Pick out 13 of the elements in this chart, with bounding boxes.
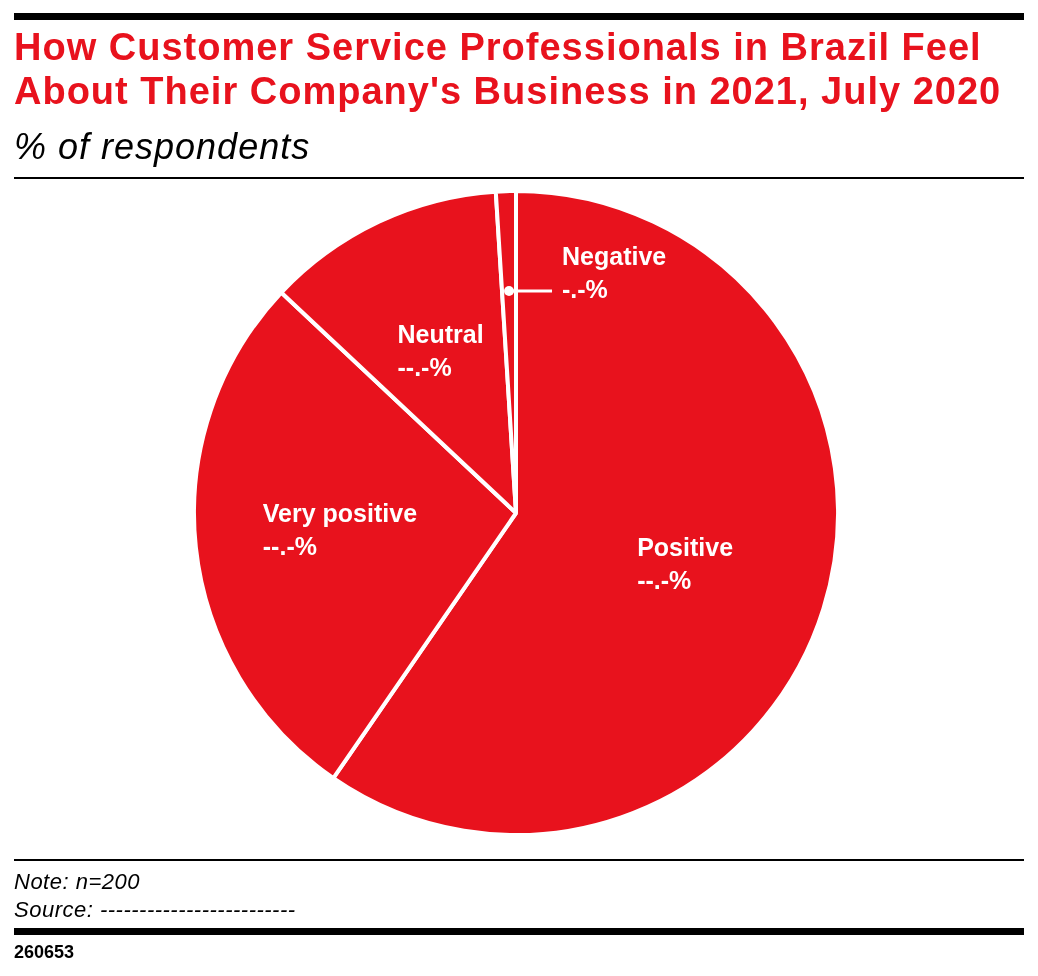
slice-label: Neutral	[397, 320, 484, 349]
slice-label: Negative	[562, 241, 667, 270]
source-note: Source: -------------------------	[14, 896, 296, 924]
text: 260653	[14, 941, 75, 963]
data-label: -.-%	[562, 274, 608, 303]
data-label: --.-%	[397, 353, 452, 382]
text: Note: n=200	[14, 868, 141, 896]
slice-label: Very positive	[262, 499, 418, 528]
chart-subtitle: % of respondents	[14, 125, 311, 169]
data-label: --.-%	[262, 532, 317, 561]
chart-title: How Customer Service Professionals in Brazil Feel About Their Company's Business in 2021, July 2020	[14, 25, 1003, 113]
data-label: --.-%	[637, 566, 692, 594]
slice-label: Positive	[637, 533, 734, 561]
